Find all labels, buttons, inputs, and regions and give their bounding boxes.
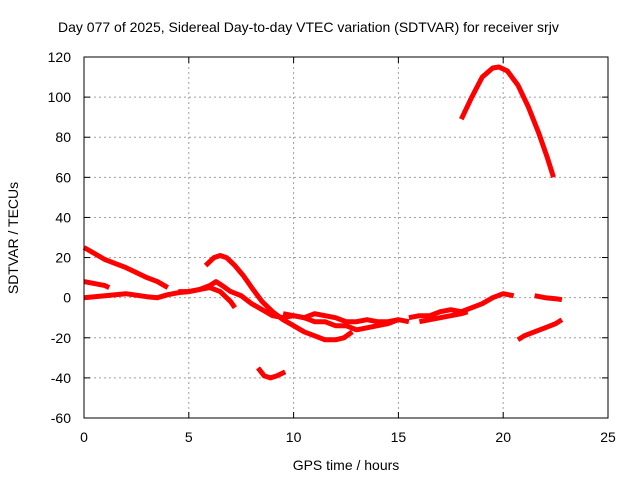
y-axis-label: SDTVAR / TECUs [5,182,21,294]
series-trace-b [82,245,170,290]
series-trace-i [418,309,469,325]
x-tick-label: 25 [600,429,616,445]
y-tick-label: -40 [51,370,71,386]
series-trace-c [83,279,111,290]
y-tick-label: 100 [48,89,72,105]
chart-title: Day 077 of 2025, Sidereal Day-to-day VTE… [58,19,559,35]
y-tick-label: -20 [51,330,71,346]
series-trace-f [256,366,287,381]
y-tick-label: 60 [55,169,71,185]
y-tick-label: 0 [63,290,71,306]
series-trace-k [516,317,564,342]
series-trace-e [203,253,354,343]
x-tick-label: 5 [185,429,193,445]
y-tick-label: 80 [55,129,71,145]
y-tick-label: 20 [55,250,71,266]
y-tick-label: -60 [51,410,71,426]
series-trace-l [534,293,563,303]
y-tick-label: 120 [48,49,72,65]
series-trace-j [459,64,556,179]
y-tick-label: 40 [55,209,71,225]
plot-frame [83,56,609,419]
x-axis-label: GPS time / hours [293,457,400,473]
x-tick-label: 10 [286,429,302,445]
axis-ticks: 0 5 10 15 20 25 120 100 80 60 40 20 0 -20 -40 -60 [48,49,616,445]
series-trace-g [282,311,399,325]
x-tick-label: 15 [391,429,407,445]
x-tick-label: 20 [495,429,511,445]
series-group [82,64,564,381]
series-trace-a [83,285,237,310]
x-tick-label: 0 [80,429,88,445]
